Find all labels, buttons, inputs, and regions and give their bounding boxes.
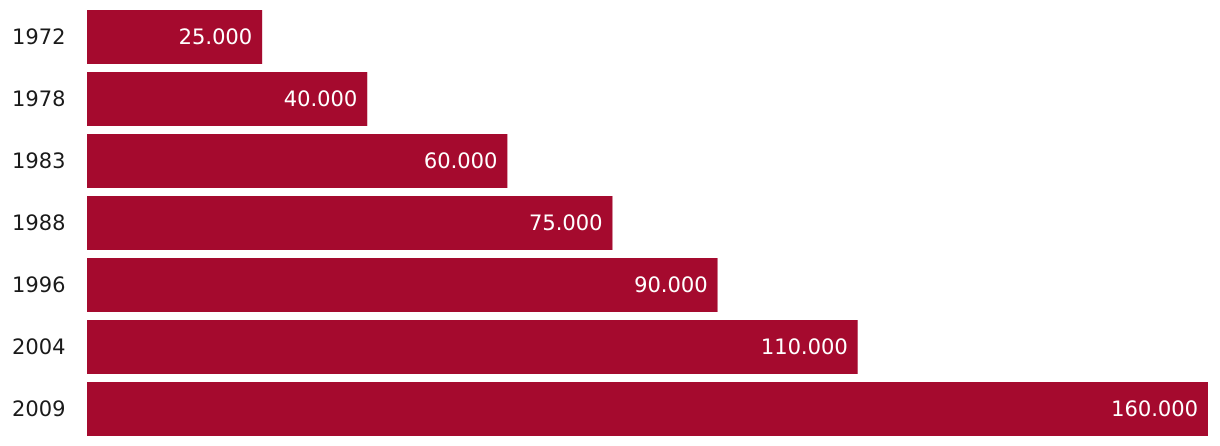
bar-1983 — [87, 134, 508, 188]
category-label-1996: 1996 — [12, 273, 65, 297]
bar-1996 — [87, 258, 718, 312]
category-label-2009: 2009 — [12, 397, 65, 421]
bar-1988 — [87, 196, 613, 250]
category-label-1988: 1988 — [12, 211, 65, 235]
category-label-1972: 1972 — [12, 25, 65, 49]
value-label-1988: 75.000 — [529, 211, 602, 235]
value-label-1978: 40.000 — [284, 87, 357, 111]
bar-1972 — [87, 10, 263, 64]
value-label-1983: 60.000 — [424, 149, 497, 173]
category-label-1978: 1978 — [12, 87, 65, 111]
bar-2004 — [87, 320, 858, 374]
category-label-2004: 2004 — [12, 335, 65, 359]
category-label-1983: 1983 — [12, 149, 65, 173]
value-label-1972: 25.000 — [179, 25, 252, 49]
value-label-1996: 90.000 — [634, 273, 707, 297]
value-label-2009: 160.000 — [1111, 397, 1198, 421]
bar-2009 — [87, 382, 1208, 436]
value-label-2004: 110.000 — [761, 335, 848, 359]
bar-1978 — [87, 72, 368, 126]
